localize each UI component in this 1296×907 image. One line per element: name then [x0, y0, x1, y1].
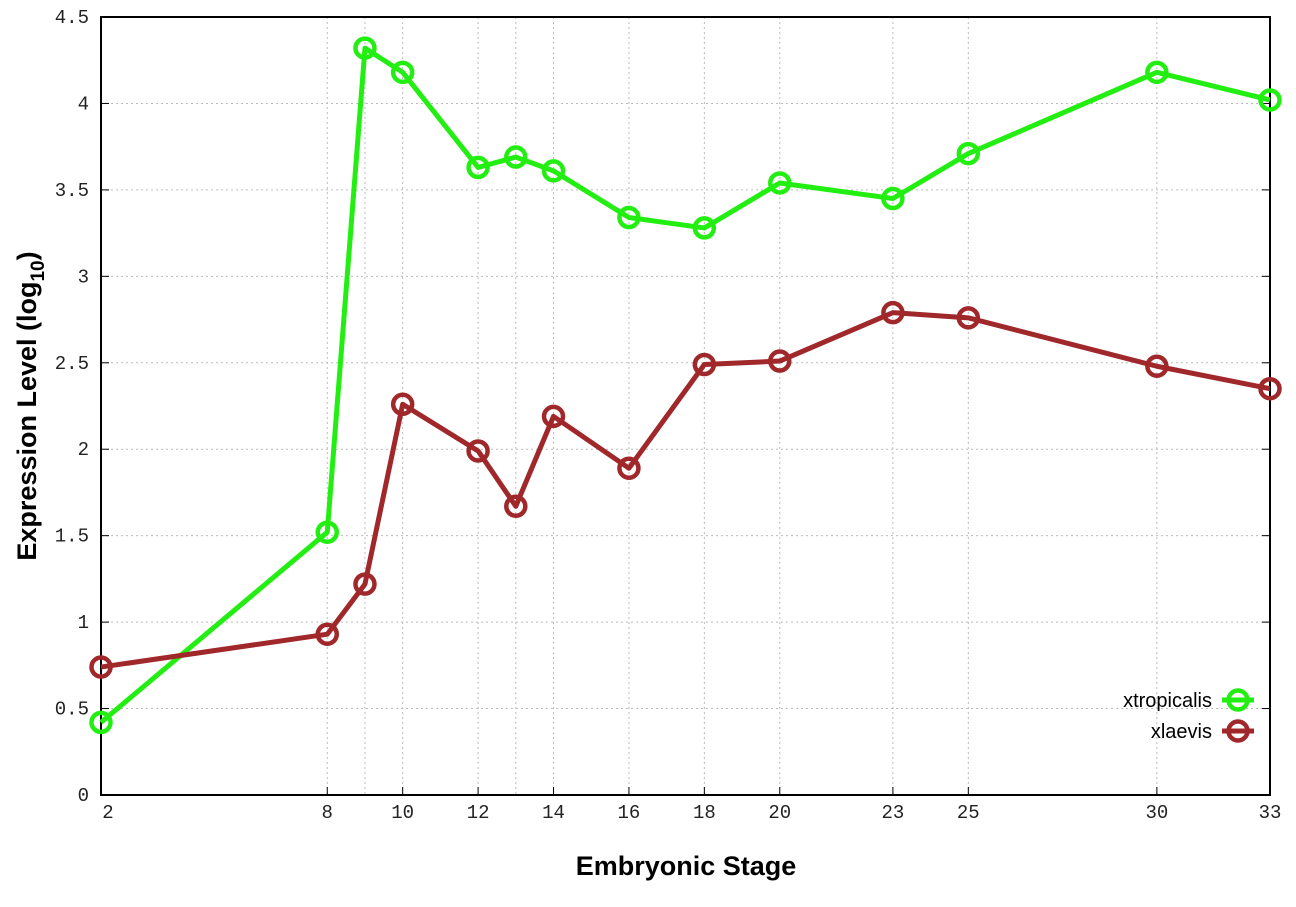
data-point: [89, 710, 113, 735]
data-point: [390, 392, 415, 417]
y-tick-label: 0: [78, 785, 89, 807]
x-tick-label: 20: [768, 802, 791, 824]
data-point: [1145, 354, 1169, 378]
data-point: [956, 141, 981, 166]
x-tick-label: 14: [542, 802, 565, 824]
data-point: [881, 186, 905, 211]
y-tick-label: 2.5: [55, 353, 89, 375]
y-tick-label: 3.5: [55, 180, 89, 202]
data-point: [315, 622, 340, 646]
data-point: [692, 216, 717, 240]
data-point: [466, 439, 490, 463]
y-tick-label: 4: [78, 93, 89, 115]
series-xtropicalis: [89, 36, 1282, 735]
data-point: [768, 171, 792, 195]
series-xlaevis: [89, 300, 1282, 679]
data-point: [956, 306, 981, 330]
series-line: [100, 310, 1271, 670]
x-tick-label: 30: [1145, 802, 1168, 824]
x-tick-label: 8: [322, 802, 333, 824]
data-point: [466, 155, 490, 180]
x-axis-label: Embryonic Stage: [576, 851, 797, 881]
x-tick-label: 25: [957, 802, 980, 824]
legend: xtropicalis xlaevis: [1123, 688, 1254, 743]
legend-marker: [1226, 688, 1250, 712]
data-point: [504, 494, 528, 519]
y-tick-label: 2: [78, 439, 89, 461]
series-group: [89, 36, 1282, 735]
data-point: [541, 159, 566, 183]
series-line: [99, 45, 1271, 725]
data-point: [504, 145, 528, 169]
grid: [101, 17, 1270, 795]
y-tick-label: 1.5: [55, 526, 89, 548]
data-point: [692, 352, 717, 377]
data-point: [541, 404, 566, 429]
data-point: [390, 60, 415, 85]
y-tick-label: 0.5: [55, 699, 89, 721]
y-tick-label: 1: [78, 612, 89, 634]
x-tick-label: 18: [693, 802, 716, 824]
data-point: [89, 655, 113, 679]
y-tick-label: 3: [78, 266, 89, 288]
legend-label: xlaevis: [1151, 721, 1212, 743]
data-point: [353, 36, 377, 60]
data-point: [881, 300, 905, 325]
x-tick-label: 23: [881, 802, 904, 824]
data-point: [1145, 60, 1169, 85]
data-point: [617, 205, 641, 230]
plot-frame: [100, 16, 1271, 796]
legend-marker: [1226, 719, 1250, 743]
legend-label: xtropicalis: [1123, 690, 1212, 712]
y-axis-label: Expression Level (log10): [12, 251, 49, 560]
x-tick-label: 10: [391, 802, 414, 824]
y-tick-label: 4.5: [55, 7, 89, 29]
x-tick-label: 2: [102, 802, 113, 824]
data-point: [315, 520, 340, 544]
x-tick-label: 12: [467, 802, 490, 824]
x-tick-label: 33: [1259, 802, 1282, 824]
data-point: [1258, 88, 1282, 112]
axis-ticks: 0 0.5 1 1.5 2 2.5 3 3.5 4 4.5 2 8 10 12 14 16 18 20 23 25 30…: [55, 7, 1282, 824]
data-point: [768, 349, 792, 373]
data-point: [617, 456, 641, 480]
data-point: [1258, 376, 1282, 401]
x-tick-label: 16: [618, 802, 641, 824]
data-point: [353, 572, 377, 596]
